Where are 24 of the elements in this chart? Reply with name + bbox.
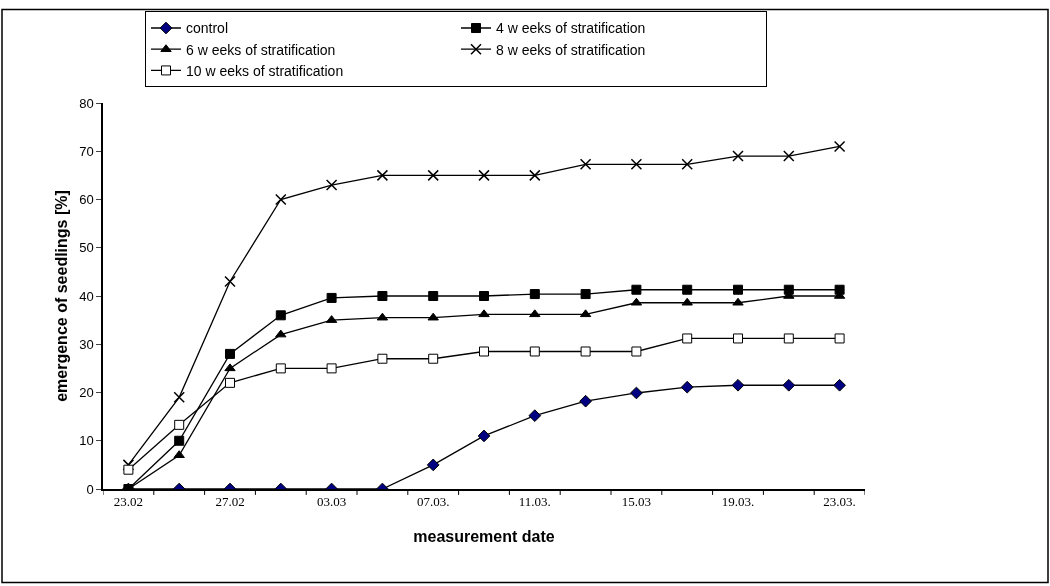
y-tick-label: 70: [79, 143, 94, 159]
y-tick-label: 50: [79, 240, 94, 256]
y-tick-label: 60: [79, 192, 94, 208]
legend-label: 6 w eeks of stratification: [186, 41, 336, 58]
legend-label: control: [186, 20, 229, 37]
y-tick-label: 30: [79, 336, 94, 352]
x-tick-label: 07.03.: [416, 494, 450, 510]
y-tick-label: 80: [79, 95, 94, 111]
y-tick-label: 0: [86, 481, 94, 497]
legend-label: 10 w eeks of stratification: [186, 62, 344, 79]
legend-label: 8 w eeks of stratification: [496, 41, 646, 58]
x-tick-label: 15.03: [621, 494, 652, 510]
y-tick-label: 40: [79, 288, 94, 304]
y-tick-label: 10: [79, 433, 94, 449]
x-axis-title: measurement date: [413, 527, 555, 545]
x-tick-label: 23.02: [113, 494, 144, 510]
y-tick-label: 20: [79, 385, 94, 401]
y-axis-title: emergence of seedlings [%]: [52, 190, 70, 402]
x-tick-label: 11.03.: [518, 494, 551, 510]
x-tick-label: 27.02: [215, 494, 245, 510]
x-tick-label: 23.03.: [823, 494, 856, 510]
legend-label: 4 w eeks of stratification: [496, 20, 646, 37]
x-tick-label: 03.03: [316, 494, 347, 510]
x-tick-label: 19.03.: [721, 494, 755, 510]
